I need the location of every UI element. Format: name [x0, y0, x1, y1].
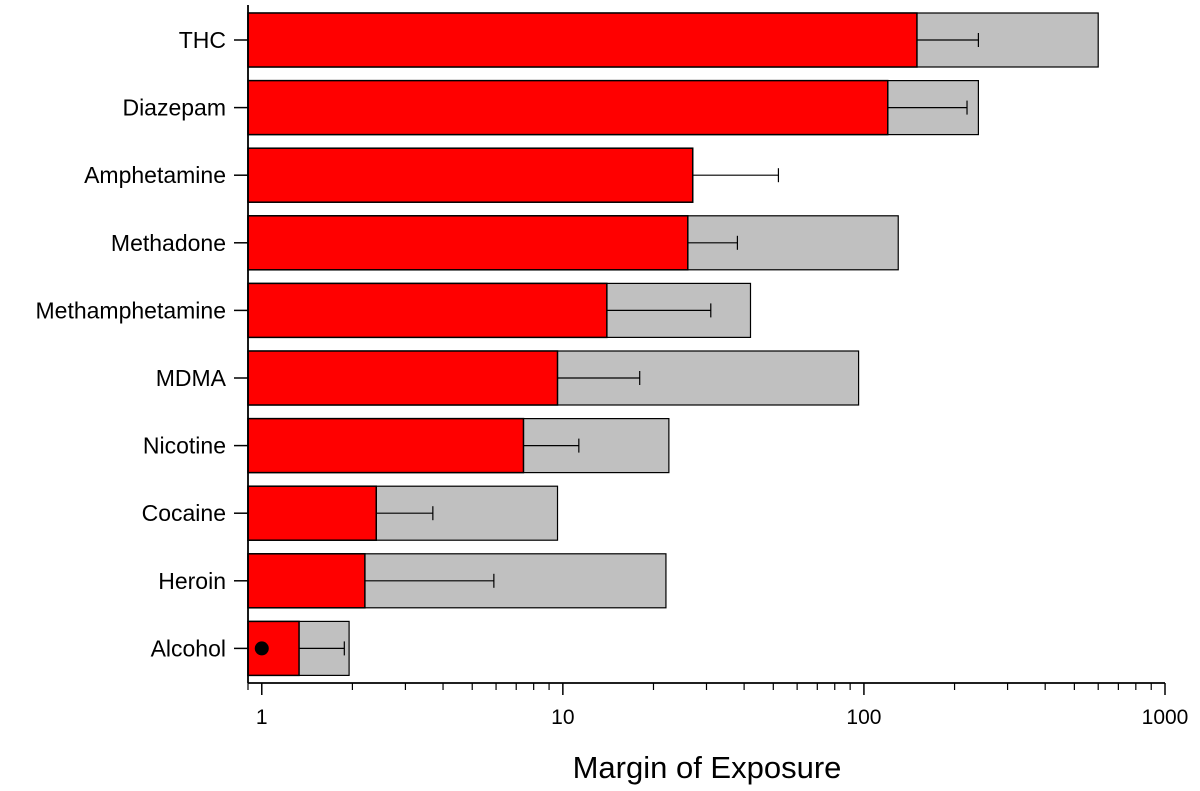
category-label-methadone: Methadone [111, 230, 226, 256]
category-label-alcohol: Alcohol [151, 635, 226, 661]
red-bar-heroin [247, 553, 366, 609]
red-bar-thc [247, 12, 918, 68]
category-label-diazepam: Diazepam [122, 95, 226, 121]
category-label-cocaine: Cocaine [142, 500, 226, 526]
x-tick-label-1: 1 [256, 706, 268, 729]
category-label-mdma: MDMA [156, 365, 227, 391]
error-bar-layer [299, 33, 979, 656]
red-bar-methadone [247, 215, 689, 271]
category-label-amphetamine: Amphetamine [84, 162, 226, 188]
axes [234, 5, 1166, 695]
x-tick-labels: 1 10 100 1000 [256, 706, 1188, 729]
marker-layer [254, 641, 269, 656]
x-axis-title: Margin of Exposure [573, 750, 842, 785]
x-tick-label-10: 10 [551, 706, 574, 729]
category-label-nicotine: Nicotine [143, 433, 226, 459]
x-tick-label-1000: 1000 [1142, 706, 1189, 729]
red-bar-nicotine [247, 417, 525, 474]
red-bar-layer [247, 12, 918, 677]
red-bar-mdma [247, 350, 559, 406]
category-label-heroin: Heroin [158, 568, 226, 594]
red-bar-amphetamine [247, 147, 694, 203]
red-bar-cocaine [247, 485, 377, 541]
category-labels: THC Diazepam Amphetamine Methadone Methamphe… [36, 27, 227, 661]
red-bar-methamphetamine [247, 282, 608, 339]
category-label-thc: THC [179, 27, 226, 53]
x-tick-label-100: 100 [846, 706, 881, 729]
category-label-methamphetamine: Methamphetamine [36, 297, 227, 323]
red-bar-diazepam [247, 79, 889, 136]
marker-alcohol [254, 641, 269, 656]
